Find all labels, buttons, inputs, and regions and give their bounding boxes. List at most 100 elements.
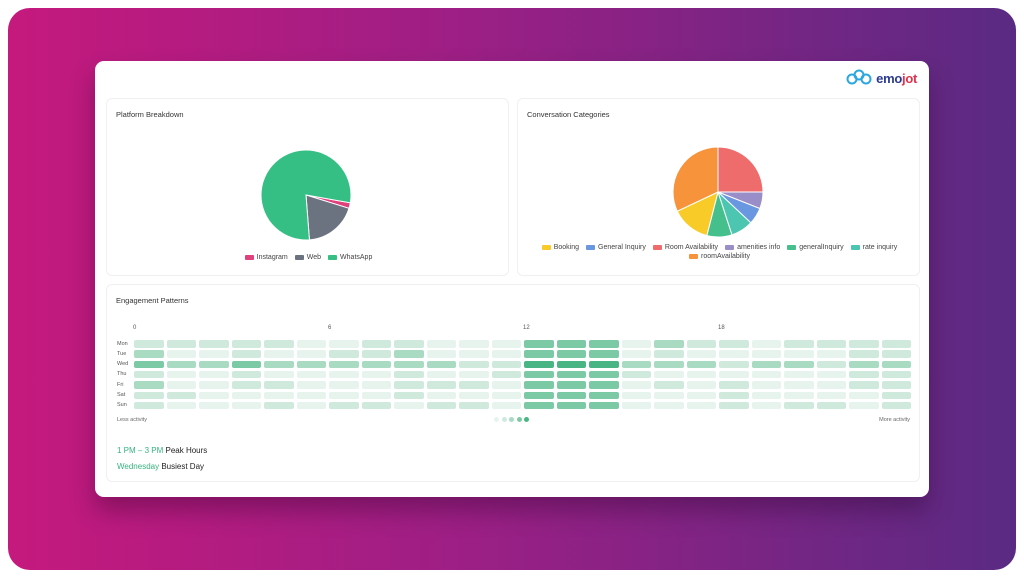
heatmap-cell-tue-1[interactable] [166, 350, 196, 358]
heatmap-cell-fri-2[interactable] [199, 381, 229, 389]
heatmap-cell-tue-2[interactable] [199, 350, 229, 358]
heatmap-cell-tue-8[interactable] [394, 350, 424, 358]
heatmap-cell-tue-6[interactable] [329, 350, 359, 358]
heatmap-cell-mon-12[interactable] [524, 340, 554, 348]
heatmap-cell-wed-3[interactable] [231, 360, 261, 369]
heatmap-cell-mon-6[interactable] [329, 340, 359, 348]
heatmap-cell-sat-14[interactable] [589, 391, 619, 399]
heatmap-cell-mon-10[interactable] [459, 340, 489, 348]
heatmap-cell-sun-14[interactable] [589, 401, 619, 410]
heatmap-cell-fri-4[interactable] [264, 381, 294, 389]
heatmap-cell-fri-5[interactable] [296, 381, 326, 389]
heatmap-cell-fri-18[interactable] [719, 381, 749, 389]
heatmap-cell-thu-19[interactable] [751, 370, 781, 379]
heatmap-cell-sat-10[interactable] [459, 391, 489, 399]
heatmap-cell-tue-4[interactable] [264, 350, 294, 358]
heatmap-cell-wed-11[interactable] [491, 360, 521, 369]
heatmap-cell-thu-21[interactable] [816, 370, 846, 379]
heatmap-cell-thu-12[interactable] [524, 370, 554, 379]
heatmap-cell-tue-0[interactable] [134, 350, 164, 358]
heatmap-cell-mon-19[interactable] [751, 340, 781, 348]
heatmap-cell-sun-4[interactable] [264, 401, 294, 410]
heatmap-cell-thu-20[interactable] [784, 370, 814, 379]
heatmap-cell-thu-7[interactable] [361, 370, 391, 379]
heatmap-cell-sat-15[interactable] [621, 391, 651, 399]
heatmap-cell-tue-19[interactable] [751, 350, 781, 358]
heatmap-cell-sun-13[interactable] [556, 401, 586, 410]
heatmap-cell-wed-8[interactable] [394, 360, 424, 369]
heatmap-cell-wed-10[interactable] [459, 360, 489, 369]
heatmap-cell-tue-17[interactable] [686, 350, 716, 358]
platform-slice-web[interactable] [305, 194, 350, 241]
heatmap-cell-fri-8[interactable] [394, 381, 424, 389]
heatmap-cell-sat-1[interactable] [166, 391, 196, 399]
heatmap-cell-mon-4[interactable] [264, 340, 294, 348]
heatmap-cell-thu-15[interactable] [621, 370, 651, 379]
heatmap-cell-mon-14[interactable] [589, 340, 619, 348]
heatmap-cell-mon-15[interactable] [621, 340, 651, 348]
heatmap-cell-thu-23[interactable] [881, 370, 911, 379]
heatmap-cell-thu-9[interactable] [426, 370, 456, 379]
heatmap-cell-thu-1[interactable] [166, 370, 196, 379]
heatmap-cell-mon-21[interactable] [816, 340, 846, 348]
heatmap-cell-sun-9[interactable] [426, 401, 456, 410]
heatmap-cell-mon-23[interactable] [881, 340, 911, 348]
heatmap-cell-mon-16[interactable] [654, 340, 684, 348]
heatmap-cell-fri-16[interactable] [654, 381, 684, 389]
heatmap-cell-tue-7[interactable] [361, 350, 391, 358]
heatmap-cell-wed-9[interactable] [426, 360, 456, 369]
heatmap-cell-sat-7[interactable] [361, 391, 391, 399]
heatmap-cell-sat-11[interactable] [491, 391, 521, 399]
heatmap-cell-tue-3[interactable] [231, 350, 261, 358]
categories-legend-general-inquiry[interactable]: generalInquiry [787, 244, 844, 251]
heatmap-cell-tue-21[interactable] [816, 350, 846, 358]
categories-legend-general-inquiry[interactable]: General Inquiry [586, 244, 646, 251]
heatmap-cell-wed-15[interactable] [621, 360, 651, 369]
heatmap-cell-mon-9[interactable] [426, 340, 456, 348]
heatmap-cell-sun-23[interactable] [881, 401, 911, 410]
heatmap-cell-wed-5[interactable] [296, 360, 326, 369]
heatmap-cell-thu-13[interactable] [556, 370, 586, 379]
heatmap-cell-sun-21[interactable] [816, 401, 846, 410]
heatmap-cell-wed-17[interactable] [686, 360, 716, 369]
platform-legend-instagram[interactable]: Instagram [244, 254, 288, 261]
heatmap-cell-thu-14[interactable] [589, 370, 619, 379]
heatmap-cell-sat-19[interactable] [751, 391, 781, 399]
heatmap-cell-sun-5[interactable] [296, 401, 326, 410]
heatmap-cell-sat-3[interactable] [231, 391, 261, 399]
heatmap-cell-sat-4[interactable] [264, 391, 294, 399]
heatmap-cell-sat-8[interactable] [394, 391, 424, 399]
heatmap-cell-sat-13[interactable] [556, 391, 586, 399]
heatmap-cell-wed-4[interactable] [264, 360, 294, 369]
heatmap-cell-wed-21[interactable] [816, 360, 846, 369]
heatmap-cell-fri-3[interactable] [231, 381, 261, 389]
heatmap-cell-sat-5[interactable] [296, 391, 326, 399]
heatmap-cell-fri-7[interactable] [361, 381, 391, 389]
heatmap-cell-fri-19[interactable] [751, 381, 781, 389]
heatmap-cell-fri-15[interactable] [621, 381, 651, 389]
heatmap-cell-wed-23[interactable] [881, 360, 911, 369]
heatmap-cell-thu-17[interactable] [686, 370, 716, 379]
heatmap-cell-fri-6[interactable] [329, 381, 359, 389]
heatmap-cell-mon-22[interactable] [849, 340, 879, 348]
heatmap-cell-thu-8[interactable] [394, 370, 424, 379]
heatmap-cell-wed-6[interactable] [329, 360, 359, 369]
heatmap-cell-tue-13[interactable] [556, 350, 586, 358]
heatmap-cell-thu-18[interactable] [719, 370, 749, 379]
heatmap-cell-sat-18[interactable] [719, 391, 749, 399]
heatmap-cell-thu-3[interactable] [231, 370, 261, 379]
heatmap-cell-sun-12[interactable] [524, 401, 554, 410]
heatmap-cell-sat-0[interactable] [134, 391, 164, 399]
heatmap-cell-mon-11[interactable] [491, 340, 521, 348]
heatmap-cell-wed-20[interactable] [784, 360, 814, 369]
heatmap-cell-wed-0[interactable] [134, 360, 164, 369]
heatmap-cell-mon-18[interactable] [719, 340, 749, 348]
heatmap-cell-wed-19[interactable] [751, 360, 781, 369]
heatmap-cell-fri-21[interactable] [816, 381, 846, 389]
heatmap-cell-tue-16[interactable] [654, 350, 684, 358]
categories-legend-booking[interactable]: Booking [541, 244, 579, 251]
heatmap-cell-fri-14[interactable] [589, 381, 619, 389]
heatmap-cell-sat-20[interactable] [784, 391, 814, 399]
heatmap-cell-sun-18[interactable] [719, 401, 749, 410]
heatmap-cell-tue-20[interactable] [784, 350, 814, 358]
